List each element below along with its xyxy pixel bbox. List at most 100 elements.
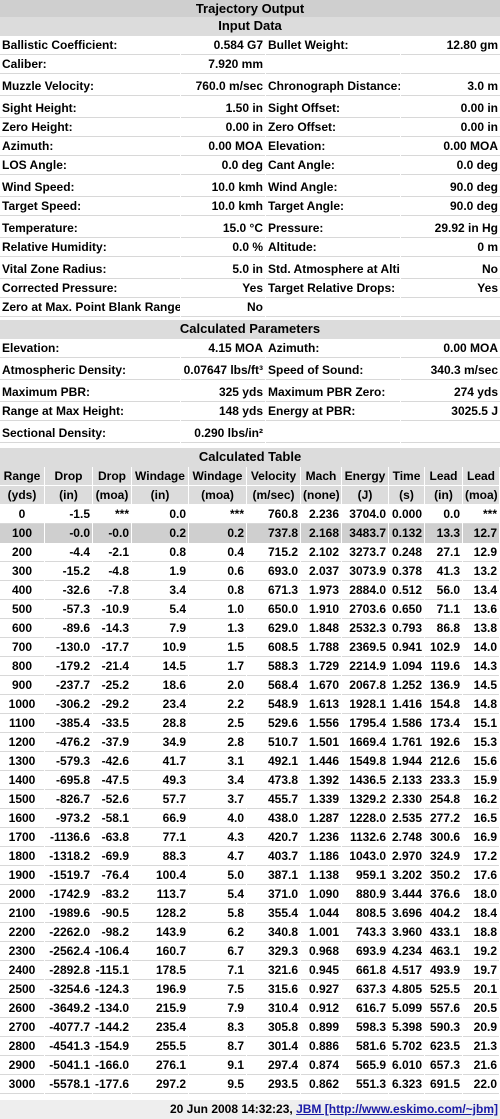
field-cell [266, 339, 400, 358]
table-cell: 1100 [0, 714, 44, 733]
field-label: Bullet Weight: [268, 38, 349, 52]
field-cell [401, 118, 500, 137]
field-cell [181, 339, 265, 358]
table-cell: 3.696 [389, 904, 424, 923]
table-cell: 102.9 [425, 638, 462, 657]
table-cell: 21.6 [463, 1056, 499, 1075]
table-cell: 551.3 [342, 1075, 388, 1094]
table-cell: 0.886 [301, 1037, 341, 1056]
table-cell: 3.960 [389, 923, 424, 942]
field-cell [401, 339, 500, 358]
field-cell [401, 197, 500, 216]
table-cell: 13.8 [463, 619, 499, 638]
table-cell: 2000 [0, 885, 44, 904]
table-cell: -2262.0 [45, 923, 92, 942]
table-cell: 1.3 [189, 619, 246, 638]
table-cell: 9.5 [189, 1075, 246, 1094]
table-cell: 438.0 [247, 809, 300, 828]
table-cell: 2.133 [389, 771, 424, 790]
field-label: Sight Height: [2, 101, 77, 115]
field-value: 12.80 gm [446, 38, 498, 52]
table-cell: 71.1 [425, 600, 462, 619]
field-label: LOS Angle: [2, 158, 67, 172]
table-cell: 310.4 [247, 999, 300, 1018]
table-cell: 1.788 [301, 638, 341, 657]
table-cell: 2.236 [301, 505, 341, 524]
table-cell: 590.3 [425, 1018, 462, 1037]
field-cell [266, 178, 400, 197]
field-value: 0.584 G7 [213, 38, 263, 52]
table-cell: *** [93, 505, 131, 524]
table-cell: 2.168 [301, 524, 341, 543]
field-label: Zero Height: [2, 120, 73, 134]
field-value: 0 m [477, 240, 498, 254]
table-cell: 715.2 [247, 543, 300, 562]
table-cell: 1200 [0, 733, 44, 752]
table-cell: -1519.7 [45, 866, 92, 885]
table-cell: -144.2 [93, 1018, 131, 1037]
table-cell: 14.3 [463, 657, 499, 676]
table-cell: 1.7 [189, 657, 246, 676]
field-cell [181, 260, 265, 279]
table-cell: 1600 [0, 809, 44, 828]
table-cell: 1.339 [301, 790, 341, 809]
table-cell: 1.416 [389, 695, 424, 714]
footer-link[interactable]: JBM [http://www.eskimo.com/~jbm] [296, 1102, 498, 1116]
table-cell: 671.3 [247, 581, 300, 600]
table-cell: 66.9 [132, 809, 188, 828]
field-cell [181, 383, 265, 402]
field-cell [0, 36, 180, 55]
table-cell: 14.5 [132, 657, 188, 676]
table-cell: 608.5 [247, 638, 300, 657]
table-cell: 15.6 [463, 752, 499, 771]
table-cell: 119.6 [425, 657, 462, 676]
footer-date: 20 Jun 2008 14:32:23, [169, 1102, 297, 1116]
table-cell: 1.252 [389, 676, 424, 695]
table-cell: -385.4 [45, 714, 92, 733]
column-header: (s) [389, 486, 424, 504]
field-value: 760.0 m/sec [195, 79, 263, 93]
table-cell: 598.3 [342, 1018, 388, 1037]
field-label: Target Relative Drops: [268, 281, 396, 295]
table-cell: 5.4 [189, 885, 246, 904]
table-cell: 1.446 [301, 752, 341, 771]
table-cell: -2.1 [93, 543, 131, 562]
table-cell: 2884.0 [342, 581, 388, 600]
table-cell: 0.968 [301, 942, 341, 961]
field-label: Temperature: [2, 221, 78, 235]
field-cell [401, 238, 500, 257]
table-cell: 355.4 [247, 904, 300, 923]
field-label: Relative Humidity: [2, 240, 107, 254]
field-cell [266, 279, 400, 298]
field-cell [181, 424, 265, 443]
field-cell [181, 361, 265, 380]
table-cell: 20.9 [463, 1018, 499, 1037]
field-value: 0.00 in [460, 101, 498, 115]
table-cell: 691.5 [425, 1075, 462, 1094]
field-value: 0.07647 lbs/ft³ [183, 363, 263, 377]
table-cell: 3.202 [389, 866, 424, 885]
field-label: Sectional Density: [2, 426, 107, 440]
table-cell: 0.945 [301, 961, 341, 980]
field-cell [181, 118, 265, 137]
field-cell [0, 339, 180, 358]
field-label: Muzzle Velocity: [2, 79, 95, 93]
table-cell: 77.1 [132, 828, 188, 847]
field-cell [0, 77, 180, 96]
table-cell: 473.8 [247, 771, 300, 790]
field-label: Altitude: [268, 240, 317, 254]
table-cell: 13.3 [425, 524, 462, 543]
column-header: Drop [93, 467, 131, 485]
table-cell: 14.8 [463, 695, 499, 714]
table-cell: 297.4 [247, 1056, 300, 1075]
column-header: Drop [45, 467, 92, 485]
column-header: Windage [132, 467, 188, 485]
field-cell [401, 383, 500, 402]
table-cell: 3273.7 [342, 543, 388, 562]
table-cell: 1.138 [301, 866, 341, 885]
field-cell [401, 424, 500, 443]
table-cell: 340.8 [247, 923, 300, 942]
table-cell: 192.6 [425, 733, 462, 752]
table-cell: 1669.4 [342, 733, 388, 752]
field-value: 325 yds [218, 385, 263, 399]
